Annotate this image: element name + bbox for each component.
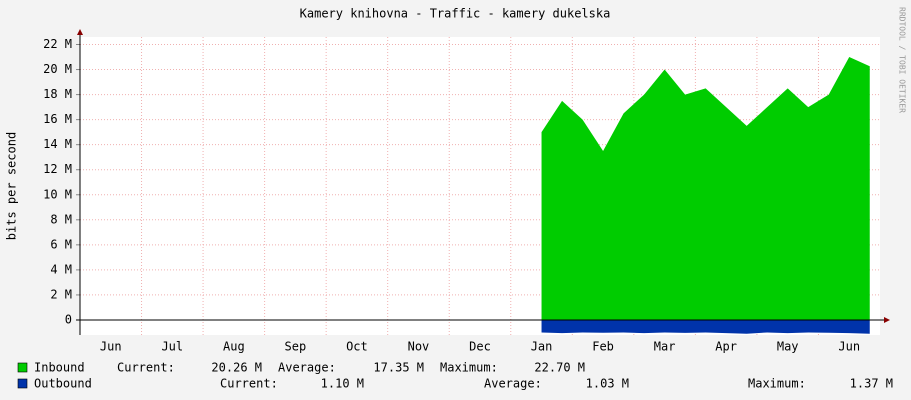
y-tick-label: 16 M [43,112,72,126]
stat-label: Maximum: [440,361,498,375]
y-tick-label: 0 [65,312,72,326]
x-tick-label: Jul [161,340,183,354]
legend-label: Outbound [34,377,92,391]
stat-label: Average: [278,361,336,375]
stat-label: Current: [220,377,278,391]
y-tick-label: 10 M [43,187,72,201]
stat-value: 20.26 M [211,361,262,375]
stat-label: Current: [117,361,175,375]
x-tick-label: Aug [223,340,245,354]
x-tick-label: Nov [408,340,430,354]
y-tick-label: 22 M [43,37,72,51]
y-tick-label: 2 M [50,287,72,301]
y-tick-label: 4 M [50,262,72,276]
legend-swatch [17,378,28,389]
x-tick-label: Sep [285,340,307,354]
stat-label: Maximum: [748,377,806,391]
x-tick-label: Feb [592,340,614,354]
stat-label: Average: [484,377,542,391]
stat-value: 1.37 M [850,377,893,391]
x-tick-label: Mar [654,340,676,354]
y-axis-label: bits per second [5,132,19,240]
x-tick-label: Jan [531,340,553,354]
watermark: RRDTOOL / TOBI OETIKER [898,7,907,113]
y-axis-arrow [77,29,83,35]
stat-value: 1.10 M [321,377,364,391]
area [541,57,870,320]
chart-title: Kamery knihovna - Traffic - kamery dukel… [300,7,611,21]
x-tick-label: May [777,340,799,354]
legend-swatch [17,362,28,373]
legend-label: Inbound [34,361,85,375]
y-tick-label: 12 M [43,162,72,176]
y-tick-label: 18 M [43,87,72,101]
y-tick-label: 6 M [50,237,72,251]
x-tick-label: Jun [838,340,860,354]
x-tick-label: Dec [469,340,491,354]
stat-value: 1.03 M [586,377,629,391]
y-tick-label: 14 M [43,137,72,151]
stat-value: 22.70 M [534,361,585,375]
area [541,319,870,334]
x-axis-arrow [884,316,890,323]
stat-value: 17.35 M [373,361,424,375]
x-tick-label: Jun [100,340,122,354]
x-tick-label: Apr [715,340,737,354]
x-tick-label: Oct [346,340,368,354]
y-tick-label: 20 M [43,62,72,76]
y-tick-label: 8 M [50,212,72,226]
